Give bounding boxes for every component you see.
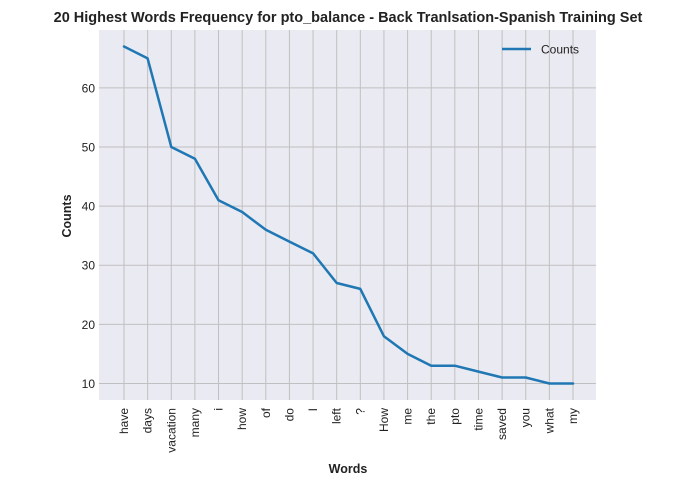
x-tick-label: of	[259, 407, 273, 418]
x-tick-label: pto	[448, 408, 462, 425]
horizontal-gridlines	[99, 87, 596, 384]
x-tick-label: vacation	[164, 408, 178, 453]
x-tick-label: left	[330, 407, 344, 424]
x-tick-label: How	[377, 408, 391, 432]
x-tick-label: time	[471, 408, 485, 431]
legend-label: Counts	[541, 43, 579, 57]
y-tick-label: 30	[82, 259, 96, 273]
x-tick-label: my	[566, 408, 580, 424]
x-tick-label: many	[188, 408, 202, 437]
x-tick-label: i	[212, 408, 226, 411]
vertical-gridlines	[123, 30, 574, 400]
y-axis-label: Counts	[60, 194, 74, 237]
x-tick-label: saved	[495, 408, 509, 440]
x-axis-label: Words	[329, 462, 368, 476]
y-tick-label: 10	[82, 377, 96, 391]
y-tick-labels: 10 20 30 40 50 60	[82, 81, 96, 391]
x-tick-label: I	[306, 408, 320, 411]
x-tick-label: what	[542, 407, 556, 434]
x-tick-label: the	[424, 408, 438, 425]
y-tick-label: 60	[82, 81, 96, 95]
x-tick-label: do	[282, 408, 296, 422]
x-tick-label: ?	[353, 408, 367, 415]
x-tick-label: you	[519, 408, 533, 427]
legend: Counts	[502, 43, 579, 57]
series-group	[122, 45, 575, 385]
plot-area	[99, 30, 596, 400]
chart-title: 20 Highest Words Frequency for pto_balan…	[54, 10, 643, 26]
y-tick-label: 40	[82, 200, 96, 214]
x-tick-label: days	[141, 408, 155, 433]
x-tick-label: me	[401, 408, 415, 425]
x-tick-label: have	[117, 408, 131, 434]
series-line-counts	[122, 45, 575, 385]
y-tick-label: 20	[82, 318, 96, 332]
y-tick-label: 50	[82, 141, 96, 155]
x-tick-label: how	[235, 408, 249, 430]
